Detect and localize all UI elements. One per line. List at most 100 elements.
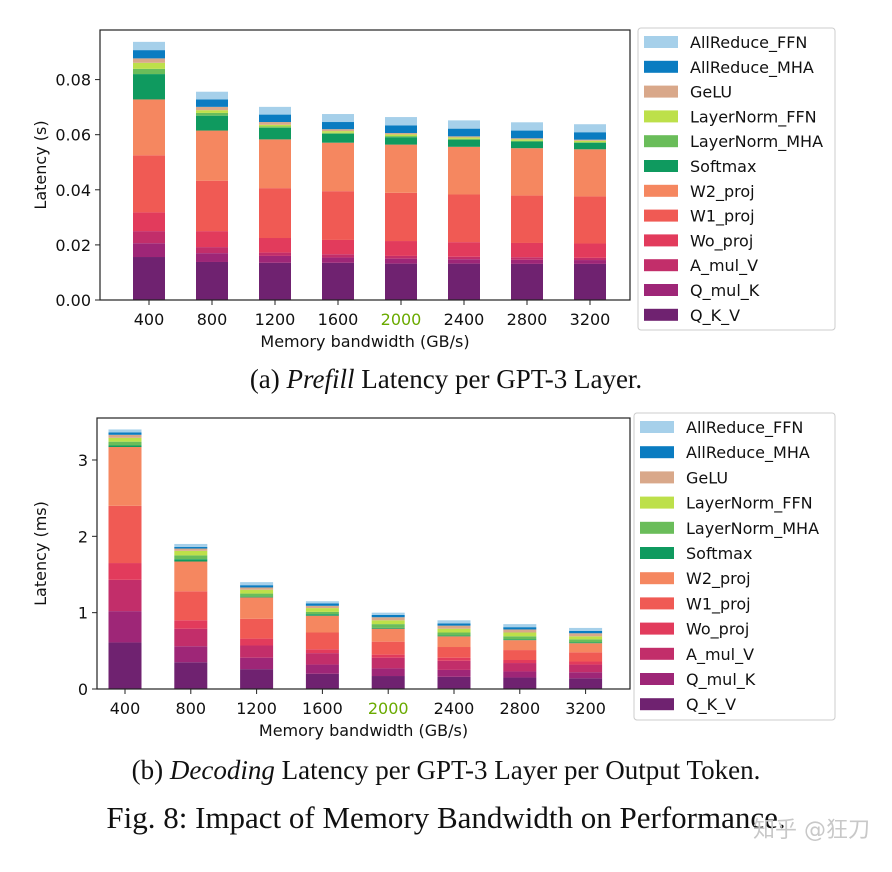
bar-segment-allreduce-ffn: [133, 41, 165, 51]
bar-segment-allreduce-ffn: [569, 627, 603, 631]
x-axis-label: Memory bandwidth (GB/s): [259, 721, 468, 740]
bar-segment-softmax: [174, 559, 208, 562]
bar-segment-wo-proj: [385, 241, 417, 256]
legend-swatch: [644, 135, 678, 148]
bar-segment-a-mul-v: [196, 247, 228, 254]
bar-segment-a-mul-v: [574, 257, 606, 261]
bar-segment-w2-proj: [503, 640, 537, 651]
bar-segment-layernorm-mha: [371, 624, 405, 628]
bar-segment-q-mul-k: [322, 257, 354, 263]
bar-segment-softmax: [448, 139, 480, 147]
legend-label: AllReduce_FFN: [690, 33, 807, 53]
bar-segment-softmax: [371, 627, 405, 629]
legend-label: Wo_proj: [686, 620, 749, 640]
bar-segment-w2-proj: [574, 149, 606, 197]
bar-segment-allreduce-mha: [371, 614, 405, 618]
bar-segment-softmax: [574, 142, 606, 150]
bar-segment-wo-proj: [574, 243, 606, 258]
bar-segment-w2-proj: [259, 139, 291, 189]
legend-swatch: [640, 496, 674, 509]
legend-item: GeLU: [644, 83, 732, 102]
bar-segment-wo-proj: [196, 231, 228, 248]
bar-segment-gelu: [503, 629, 537, 633]
y-axis-label: Latency (ms): [31, 501, 50, 606]
legend-swatch: [644, 85, 678, 98]
y-tick-label: 1: [78, 604, 88, 623]
legend-swatch: [640, 572, 674, 585]
bar-segment-q-mul-k: [448, 259, 480, 264]
legend-label: A_mul_V: [690, 256, 758, 276]
bar-segment-w2-proj: [322, 142, 354, 192]
bar-segment-gelu: [448, 136, 480, 138]
bar-segment-wo-proj: [371, 654, 405, 658]
y-tick-label: 0.02: [55, 236, 91, 255]
bar-segment-w2-proj: [108, 447, 142, 506]
legend-item: LayerNorm_FFN: [640, 494, 813, 514]
legend-label: A_mul_V: [686, 645, 754, 665]
caption-b-prefix: (b): [131, 755, 170, 785]
bar-segment-wo-proj: [108, 563, 142, 580]
bar-segment-w1-proj: [196, 180, 228, 232]
bar-segment-layernorm-mha: [503, 636, 537, 640]
bar-segment-allreduce-mha: [569, 630, 603, 634]
bar-segment-a-mul-v: [437, 660, 471, 670]
legend-swatch: [644, 110, 678, 123]
bar-segment-w1-proj: [305, 632, 339, 650]
caption-b-rest: Latency per GPT-3 Layer per Output Token…: [274, 755, 761, 785]
bar-segment-w2-proj: [133, 99, 165, 156]
bar-segment-allreduce-ffn: [371, 612, 405, 615]
bar-segment-w1-proj: [108, 505, 142, 564]
legend-item: Q_mul_K: [644, 281, 760, 301]
x-tick-label: 3200: [570, 310, 611, 329]
bar-segment-gelu: [196, 106, 228, 111]
watermark: 知乎 @狂刀: [753, 818, 870, 843]
bar-segment-a-mul-v: [511, 257, 543, 260]
bar-segment-allreduce-mha: [174, 547, 208, 549]
bar-segment-q-k-v: [322, 262, 354, 300]
bar-segment-allreduce-mha: [108, 432, 142, 435]
plot-frame: [99, 29, 631, 301]
bar-segment-q-k-v: [385, 263, 417, 300]
bar-segment-q-mul-k: [240, 657, 274, 670]
legend-item: A_mul_V: [640, 645, 754, 665]
bar-segment-a-mul-v: [108, 579, 142, 612]
legend-label: LayerNorm_MHA: [686, 519, 819, 539]
legend-label: W2_proj: [686, 569, 751, 589]
bar-segment-layernorm-mha: [385, 136, 417, 138]
bar-segment-q-mul-k: [196, 253, 228, 262]
bar-segment-allreduce-ffn: [322, 114, 354, 123]
bar-segment-allreduce-mha: [574, 132, 606, 140]
x-tick-label: 2400: [444, 310, 485, 329]
legend-label: Q_K_V: [686, 695, 736, 715]
legend-label: Q_mul_K: [690, 281, 760, 301]
bar-segment-q-mul-k: [371, 668, 405, 677]
bar-segment-q-k-v: [133, 257, 165, 300]
y-tick-label: 0.06: [55, 126, 91, 145]
legend-swatch: [640, 673, 674, 685]
bar-segment-layernorm-mha: [108, 441, 142, 446]
bar-segment-softmax: [133, 74, 165, 100]
bar-segment-w1-proj: [322, 191, 354, 240]
bar-segment-allreduce-mha: [259, 114, 291, 123]
legend-swatch: [644, 284, 678, 296]
legend-swatch: [640, 597, 674, 610]
bar-segment-layernorm-mha: [511, 140, 543, 142]
bar-segment-q-k-v: [511, 263, 543, 300]
bar-segment-q-k-v: [259, 262, 291, 300]
bar-segment-a-mul-v: [240, 645, 274, 658]
legend-label: AllReduce_MHA: [690, 58, 814, 78]
legend-box: [637, 27, 836, 331]
bar-segment-softmax: [196, 115, 228, 131]
legend-swatch: [644, 308, 678, 321]
bar-segment-allreduce-ffn: [511, 122, 543, 131]
x-tick-label: 2000: [368, 699, 409, 718]
bar-segment-softmax: [108, 445, 142, 448]
bar-segment-layernorm-ffn: [448, 137, 480, 139]
y-tick-label: 0.08: [55, 71, 91, 90]
caption-b-emphasis: Decoding: [169, 755, 275, 785]
bar-segment-gelu: [574, 139, 606, 141]
legend-item: AllReduce_MHA: [640, 443, 810, 463]
bar-segment-layernorm-mha: [305, 611, 339, 615]
legend-label: AllReduce_MHA: [686, 443, 810, 463]
legend-swatch: [644, 259, 678, 272]
